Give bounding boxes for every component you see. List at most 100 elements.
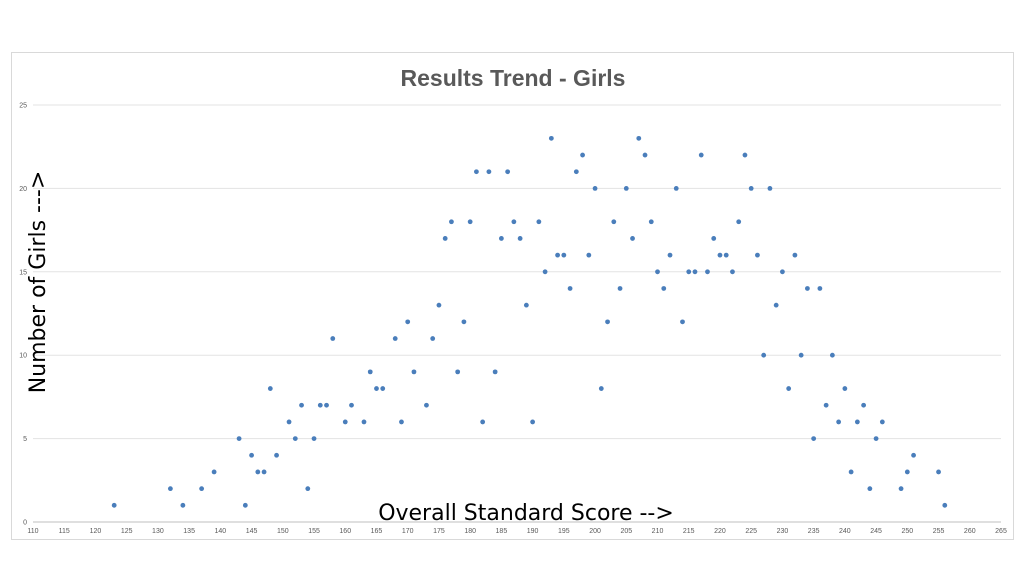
y-axis-label: Number of Girls ---> [26,171,51,394]
data-point [911,452,916,458]
data-point [199,486,205,492]
data-point [561,252,567,258]
data-point [424,402,429,408]
data-point [617,286,623,291]
data-point [723,252,729,258]
data-point [854,419,860,425]
data-point [255,469,261,475]
data-point [374,386,379,391]
data-point [867,486,873,492]
data-point [736,219,742,225]
data-point [536,219,542,225]
x-axis-label: Overall Standard Score --> [378,501,674,526]
data-point [299,402,304,408]
data-point [829,352,835,358]
data-point [636,135,642,141]
data-point [630,236,635,241]
data-point [798,352,804,358]
data-point [211,469,217,475]
x-tick-label: 135 [183,528,195,535]
data-point [474,169,479,175]
data-point [780,269,785,275]
data-point [605,319,610,325]
data-point [411,369,417,375]
data-point [467,219,473,225]
data-points [111,135,948,508]
x-tick-label: 130 [152,528,164,535]
x-tick-labels: 110 115 120 125 130 135 140 145 150 155 160 165 170 1… [27,528,1007,535]
gridlines [33,104,1001,523]
x-tick-label: 170 [402,528,414,535]
chart-frame: Results Trend - Girls 0 5 10 15 20 25 110 115 1… [11,52,1014,540]
x-tick-label: 145 [246,528,258,535]
data-point [792,252,798,258]
data-point [848,469,854,475]
data-point [461,319,467,325]
y-tick-label: 5 [23,436,27,443]
data-point [367,369,373,375]
data-point [249,452,254,458]
data-point [942,502,948,508]
x-tick-label: 265 [995,528,1007,535]
data-point [873,436,879,441]
data-point [580,152,585,158]
data-point [455,369,461,375]
data-point [611,219,617,225]
y-tick-label: 0 [23,520,27,527]
x-tick-label: 250 [901,528,913,535]
x-tick-label: 190 [527,528,539,535]
data-point [317,402,323,408]
x-tick-label: 215 [683,528,695,535]
data-point [242,502,248,508]
data-point [361,419,367,425]
data-point [511,219,517,225]
data-point [748,186,754,191]
x-tick-label: 110 [27,528,38,535]
x-tick-label: 235 [808,528,820,535]
data-point [567,286,573,291]
data-point [655,269,660,275]
data-point [523,302,529,308]
data-point [530,419,536,425]
data-point [486,169,492,175]
chart-title: Results Trend - Girls [401,65,626,91]
data-point [286,419,292,425]
data-point [705,269,710,275]
x-tick-label: 125 [121,528,133,535]
data-point [505,169,511,175]
data-point [399,419,404,425]
data-point [324,402,329,408]
data-point [861,402,867,408]
data-point [823,402,829,408]
data-point [667,252,673,258]
data-point [879,419,885,425]
data-point [236,436,242,441]
data-point [673,186,679,191]
data-point [349,402,354,408]
x-tick-label: 230 [777,528,789,535]
x-tick-label: 255 [933,528,945,535]
data-point [811,436,817,441]
data-point [442,236,448,241]
data-point [492,369,498,375]
data-point [261,469,267,475]
data-point [661,286,667,291]
x-tick-label: 195 [558,528,570,535]
data-point [430,336,436,341]
data-point [267,386,273,391]
x-tick-label: 225 [745,528,757,535]
data-point [311,436,317,441]
y-tick-label: 15 [19,269,27,276]
data-point [686,269,692,275]
y-tick-label: 20 [19,186,27,193]
x-tick-label: 210 [652,528,664,535]
data-point [680,319,685,325]
data-point [480,419,486,425]
data-point [555,252,560,258]
data-point [405,319,411,325]
data-point [805,286,810,291]
data-point [698,152,704,158]
x-tick-label: 155 [308,528,320,535]
data-point [392,336,398,341]
data-point [592,186,598,191]
